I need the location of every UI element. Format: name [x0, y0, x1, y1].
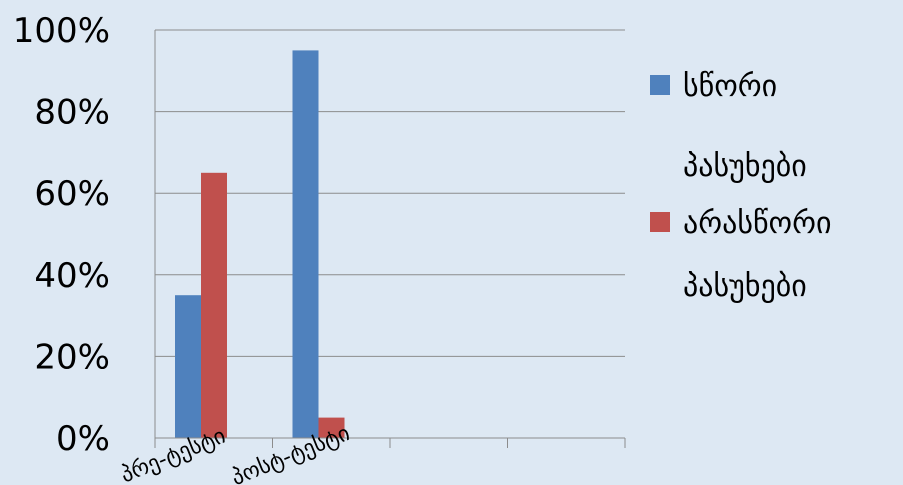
bars [175, 50, 345, 439]
legend-label: სწორი [683, 69, 777, 104]
bar [175, 295, 201, 438]
category-label: პოსტ-ტესტი [228, 421, 353, 485]
axes [154, 30, 626, 448]
y-tick-labels: 0% 20% 40% 60% 80% 100% [13, 11, 110, 459]
y-tick-label: 80% [34, 93, 110, 133]
legend-label: არასწორი [683, 206, 832, 241]
legend-label: პასუხები [683, 149, 807, 184]
legend-label: პასუხები [683, 269, 807, 304]
y-tick-label: 60% [34, 174, 110, 214]
legend: სწორი პასუხები არასწორი პასუხები [650, 69, 832, 304]
y-tick-label: 0% [56, 419, 110, 459]
bar [318, 417, 345, 438]
y-tick-label: 20% [34, 337, 110, 377]
bar [201, 172, 227, 439]
bar [292, 50, 319, 439]
y-tick-label: 100% [13, 11, 110, 51]
category-label: პრე-ტესტი [117, 424, 229, 485]
gridlines [155, 29, 625, 357]
legend-swatch [650, 75, 670, 95]
y-tick-label: 40% [34, 256, 110, 296]
legend-swatch [650, 212, 670, 232]
